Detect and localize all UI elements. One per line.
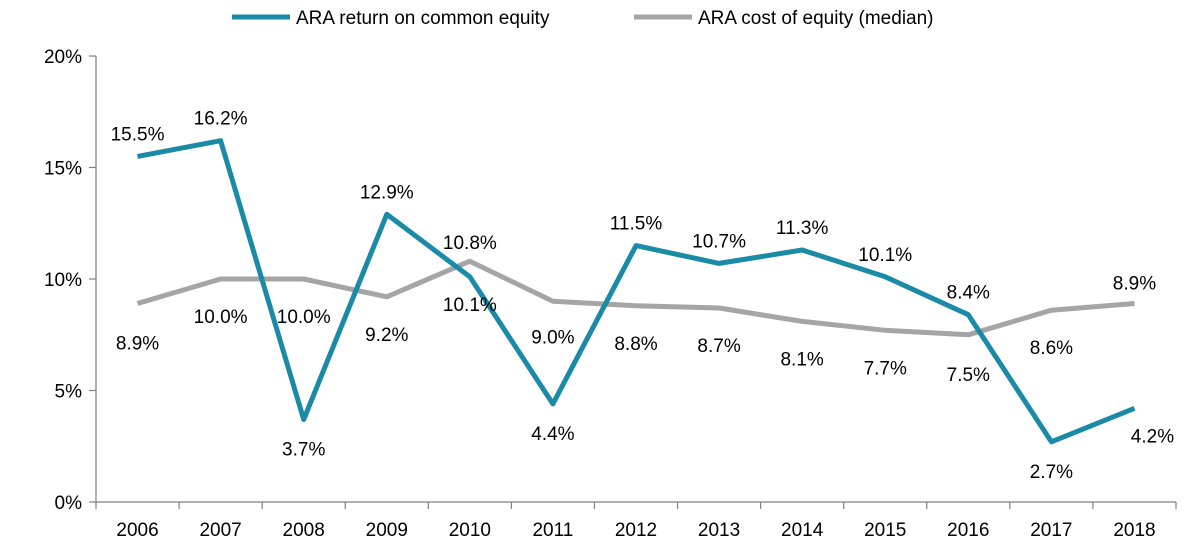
y-tick-label: 15% [44,159,82,180]
roe-data-label: 15.5% [111,124,165,145]
x-tick-label: 2007 [199,520,241,541]
roe-data-label: 4.4% [531,424,574,445]
legend-item-roe: ARA return on common equity [232,8,550,29]
roe-data-label: 12.9% [360,182,414,203]
coe-data-label: 8.9% [116,334,159,355]
legend: ARA return on common equity ARA cost of e… [232,8,934,29]
coe-data-label: 8.8% [614,334,657,355]
roe-series-line [137,138,1136,445]
roe-data-label: 8.4% [947,283,990,304]
x-tick-label: 2012 [615,520,657,541]
series-lines [136,138,1136,445]
coe-data-label: 10.0% [194,307,248,328]
coe-data-label: 8.1% [780,349,823,370]
legend-label: ARA return on common equity [296,8,550,29]
x-tick-label: 2013 [698,520,740,541]
y-tick-label: 0% [55,493,83,514]
roe-data-label: 10.7% [692,231,746,252]
roe-data-label: 11.5% [610,214,663,235]
coe-data-label: 9.2% [365,325,408,346]
coe-data-label: 7.7% [864,358,907,379]
x-tick-label: 2009 [366,520,408,541]
legend-item-coe: ARA cost of equity (median) [634,8,934,29]
roe-data-label: 16.2% [194,109,248,130]
x-tick-label: 2016 [947,520,989,541]
x-tick-label: 2014 [781,520,824,541]
x-tick-label: 2010 [449,520,491,541]
roe-data-label: 3.7% [282,439,325,460]
roe-data-label: 11.3% [776,218,829,239]
data-labels: 15.5% 16.2% 3.7% 12.9% 10.1% 4.4% 11.5% 10.7% 11… [111,109,1175,483]
coe-data-label: 7.5% [947,365,990,386]
axes: 0% 5% 10% 15% 20% 2006 2007 2008 2009 2010 2011 201… [44,47,1177,541]
roe-data-label: 2.7% [1030,462,1073,483]
coe-data-label: 8.9% [1113,274,1156,295]
legend-label: ARA cost of equity (median) [698,8,934,29]
x-tick-label: 2011 [532,520,573,541]
y-tick-label: 5% [55,382,83,403]
y-tick-label: 10% [44,270,82,291]
x-tick-label: 2006 [116,520,158,541]
roe-data-label: 4.2% [1131,426,1174,447]
roe-data-label: 10.1% [858,245,912,266]
roe-data-label: 10.1% [443,295,497,316]
x-tick-label: 2018 [1113,520,1155,541]
y-tick-label: 20% [44,47,82,68]
coe-data-label: 10.0% [277,307,331,328]
coe-data-label: 10.8% [443,233,497,254]
x-tick-label: 2015 [864,520,906,541]
coe-data-label: 9.0% [531,327,574,348]
x-tick-label: 2017 [1030,520,1072,541]
coe-data-label: 8.7% [697,336,740,357]
coe-data-label: 8.6% [1030,338,1073,359]
coe-series-line [136,258,1135,338]
x-tick-label: 2008 [283,520,325,541]
